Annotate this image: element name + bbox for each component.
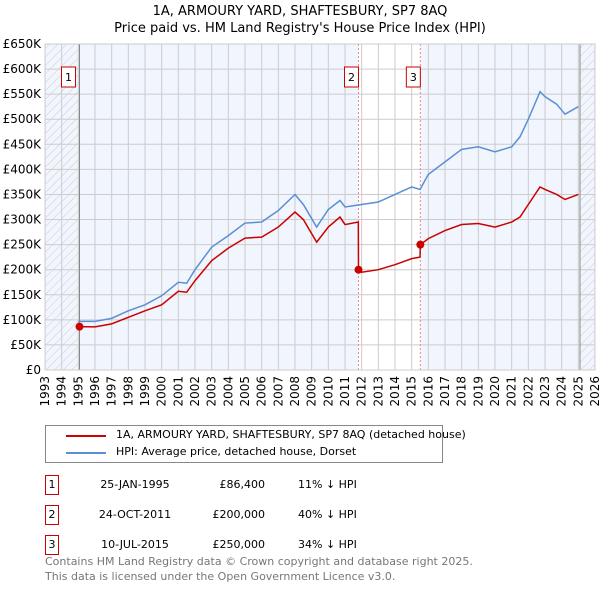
plot-border: [44, 43, 596, 371]
x-tick-label: 1995: [71, 376, 85, 407]
y-tick-label: £300K: [3, 213, 43, 227]
x-tick-label: 2026: [588, 376, 600, 407]
transaction-marker: 3: [45, 535, 59, 555]
transaction-price: £250,000: [212, 538, 266, 551]
sale-point-2: [354, 265, 363, 274]
x-tick-label: 2015: [405, 376, 419, 407]
x-tick-label: 2013: [371, 376, 385, 407]
x-tick-label: 1994: [55, 376, 69, 407]
sale-point-1: [75, 322, 84, 331]
x-tick-label: 1997: [105, 376, 119, 407]
transaction-row: 3 10-JUL-2015 £250,000 34% ↓ HPI: [45, 535, 445, 555]
sale-marker-box: [344, 66, 359, 88]
transaction-hpi-diff: 40% ↓ HPI: [298, 508, 357, 521]
x-tick-label: 2010: [321, 376, 335, 407]
post-data-hatch: [580, 44, 595, 370]
transaction-date: 10-JUL-2015: [101, 538, 169, 551]
transaction-date: 25-JAN-1995: [100, 478, 170, 491]
x-tick-label: 2005: [238, 376, 252, 407]
y-tick-label: £50K: [10, 338, 42, 352]
x-tick-label: 2002: [188, 376, 202, 407]
y-tick-label: £350K: [3, 187, 43, 201]
transaction-row: 1 25-JAN-1995 £86,400 11% ↓ HPI: [45, 475, 445, 495]
x-tick-label: 2012: [355, 376, 369, 407]
legend: 1A, ARMOURY YARD, SHAFTESBURY, SP7 8AQ (…: [45, 425, 466, 463]
transaction-marker: 2: [45, 505, 59, 525]
hpi-line: [78, 90, 579, 323]
sale-marker-label: 1: [65, 71, 72, 84]
transaction-date: 24-OCT-2011: [98, 508, 172, 521]
x-tick-label: 2006: [255, 376, 269, 407]
x-tick-label: 2017: [438, 376, 452, 407]
pre-data-hatch: [45, 44, 80, 370]
x-tick-label: 1993: [38, 376, 52, 407]
x-tick-label: 2025: [571, 376, 585, 407]
y-tick-label: £650K: [3, 37, 43, 51]
x-tick-label: 2011: [338, 376, 352, 407]
legend-property-swatch: [66, 435, 106, 437]
transaction-hpi-diff: 11% ↓ HPI: [298, 478, 357, 491]
x-tick-label: 2018: [455, 376, 469, 407]
x-tick-label: 2021: [505, 376, 519, 407]
y-tick-label: £250K: [3, 238, 43, 252]
sale-marker-box: [61, 66, 76, 88]
legend-property-label: 1A, ARMOURY YARD, SHAFTESBURY, SP7 8AQ (…: [116, 428, 466, 441]
x-tick-label: 1999: [138, 376, 152, 407]
x-tick-label: 2007: [271, 376, 285, 407]
x-tick-label: 1996: [88, 376, 102, 407]
x-tick-label: 2004: [221, 376, 235, 407]
x-tick-label: 2022: [521, 376, 535, 407]
x-tick-label: 2020: [488, 376, 502, 407]
y-tick-label: £550K: [3, 87, 43, 101]
sale-marker-label: 2: [348, 71, 355, 84]
y-tick-label: £150K: [3, 288, 43, 302]
transaction-price: £200,000: [212, 508, 266, 521]
x-tick-label: 2000: [155, 376, 169, 407]
sale-point-3: [416, 240, 425, 249]
legend-hpi-swatch: [66, 452, 106, 454]
x-tick-label: 2014: [388, 376, 402, 407]
x-tick-label: 2024: [555, 376, 569, 407]
legend-hpi-label: HPI: Average price, detached house, Dors…: [116, 445, 357, 458]
transaction-row: 2 24-OCT-2011 £200,000 40% ↓ HPI: [45, 505, 445, 525]
y-tick-label: £400K: [3, 162, 43, 176]
property-price-line: [79, 185, 579, 328]
transaction-hpi-diff: 34% ↓ HPI: [298, 538, 357, 551]
footer-licence: This data is licensed under the Open Gov…: [45, 570, 396, 583]
y-tick-label: £100K: [3, 313, 43, 327]
y-tick-label: £200K: [3, 263, 43, 277]
chart-title: 1A, ARMOURY YARD, SHAFTESBURY, SP7 8AQ: [152, 4, 448, 19]
transaction-price: £86,400: [219, 478, 266, 491]
chart-subtitle: Price paid vs. HM Land Registry's House …: [114, 21, 486, 36]
x-tick-label: 2001: [171, 376, 185, 407]
y-tick-label: £0: [26, 363, 41, 377]
y-tick-label: £600K: [3, 62, 43, 76]
x-tick-label: 2019: [471, 376, 485, 407]
between-sales-band: [358, 44, 421, 370]
price-chart: £0 £50K £100K £150K £200K £250K £300K £350K £400…: [3, 37, 600, 407]
transaction-marker: 1: [45, 475, 59, 495]
x-tick-label: 2008: [288, 376, 302, 407]
sale-marker-box: [405, 66, 421, 88]
x-tick-label: 1998: [121, 376, 135, 407]
sale-marker-label: 3: [410, 71, 417, 84]
y-tick-label: £500K: [3, 112, 43, 126]
x-tick-label: 2016: [421, 376, 435, 407]
x-tick-label: 2009: [305, 376, 319, 407]
plot-background: [45, 44, 595, 370]
x-tick-label: 2023: [538, 376, 552, 407]
x-tick-label: 2003: [205, 376, 219, 407]
y-tick-label: £450K: [3, 137, 43, 151]
footer-copyright: Contains HM Land Registry data © Crown c…: [45, 555, 473, 568]
